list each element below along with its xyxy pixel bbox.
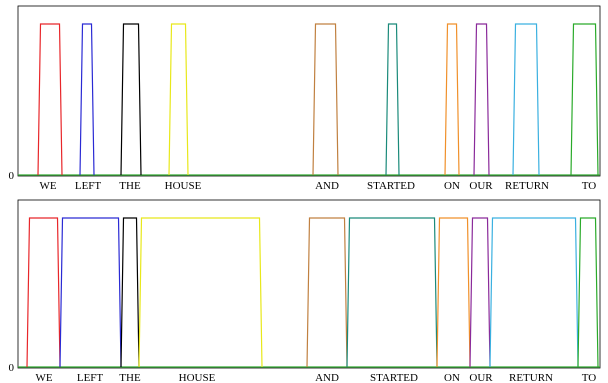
segment-the — [120, 23, 142, 176]
x-tick-label-on: ON — [444, 180, 460, 192]
y-tick-label: 0 — [9, 170, 15, 182]
segment-and — [306, 217, 348, 368]
plot-frame — [17, 199, 601, 369]
y-tick-label: 0 — [9, 362, 15, 374]
segment-left — [59, 217, 122, 368]
x-tick-label-started: STARTED — [370, 372, 418, 383]
plot-frame — [17, 5, 601, 177]
segment-and — [312, 23, 339, 176]
x-tick-label-to: TO — [582, 180, 597, 192]
segment-started — [385, 23, 400, 176]
x-tick-label-left: LEFT — [75, 180, 102, 192]
segment-to — [577, 217, 599, 368]
segment-started — [346, 217, 438, 368]
segment-our — [469, 217, 491, 368]
x-tick-label-left: LEFT — [77, 372, 104, 383]
segment-we — [37, 23, 63, 176]
x-tick-label-house: HOUSE — [165, 180, 202, 192]
segment-house — [138, 217, 263, 368]
segment-on — [444, 23, 460, 176]
segment-to — [570, 23, 599, 176]
x-tick-label-we: WE — [35, 372, 52, 383]
segment-on — [436, 217, 471, 368]
segment-left — [79, 23, 95, 176]
x-tick-label-we: WE — [39, 180, 56, 192]
segment-house — [168, 23, 189, 176]
x-tick-label-the: THE — [119, 180, 141, 192]
x-tick-label-the: THE — [119, 372, 141, 383]
x-tick-label-and: AND — [315, 372, 339, 383]
segment-the — [120, 217, 140, 368]
x-tick-label-on: ON — [444, 372, 460, 383]
bottom-panel: 0 WE LEFT THE HOUSE AND STARTED ON OUR RETURN TO — [9, 199, 601, 383]
x-tick-label-return: RETURN — [509, 372, 553, 383]
x-tick-label-started: STARTED — [367, 180, 415, 192]
x-tick-label-house: HOUSE — [179, 372, 216, 383]
segment-return — [512, 23, 540, 176]
x-tick-label-to: TO — [582, 372, 597, 383]
top-panel: 0 WE LEFT THE HOUSE AND STARTED ON OUR RETURN TO — [9, 5, 601, 192]
x-tick-label-return: RETURN — [505, 180, 549, 192]
x-tick-label-our: OUR — [469, 180, 493, 192]
x-tick-label-our: OUR — [469, 372, 493, 383]
segment-we — [26, 217, 61, 368]
segment-our — [473, 23, 490, 176]
x-tick-label-and: AND — [315, 180, 339, 192]
segment-return — [489, 217, 579, 368]
